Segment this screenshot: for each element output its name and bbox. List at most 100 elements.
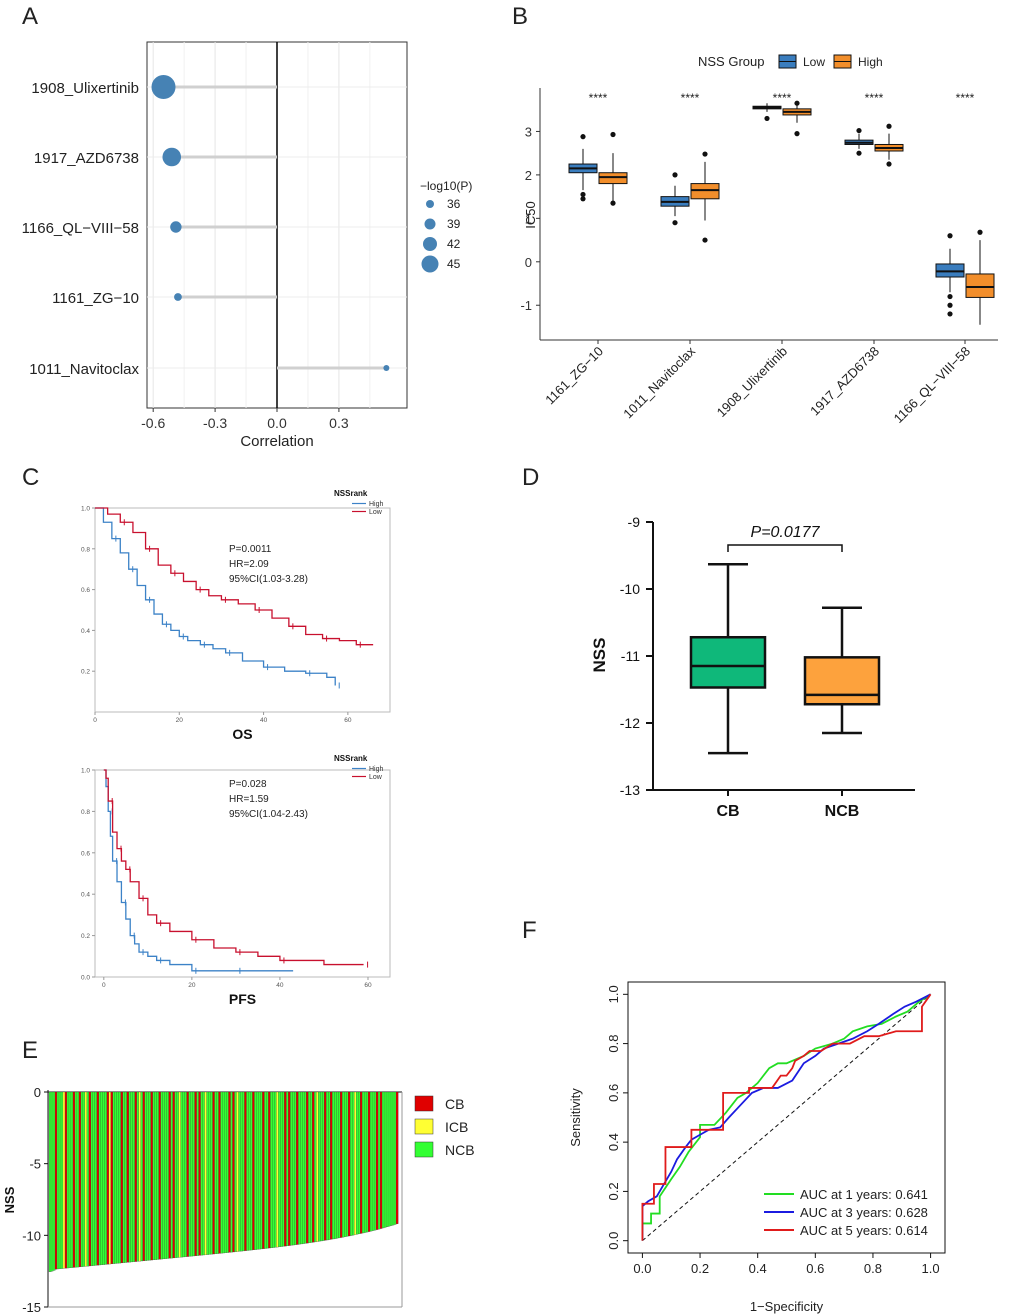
waterfall-bar (264, 1091, 267, 1249)
box-outlier (947, 311, 953, 317)
waterfall-bar (76, 1091, 80, 1268)
box-outlier (702, 151, 708, 157)
y-axis-title: Sensitivity (568, 1088, 583, 1147)
waterfall-bar (348, 1091, 351, 1237)
box-outlier (672, 220, 678, 226)
legend-key (414, 1095, 434, 1112)
waterfall-bar (355, 1091, 359, 1235)
box-outlier (580, 196, 586, 202)
legend-size-key (423, 237, 437, 251)
waterfall-bar (296, 1091, 299, 1245)
waterfall-bar (276, 1091, 279, 1248)
waterfall-bar (387, 1091, 391, 1227)
y-tick-label: 0.0 (81, 975, 90, 982)
legend-size-key (421, 255, 439, 273)
waterfall-bar (222, 1091, 225, 1254)
category-label: 1166_QL−VIII−58 (22, 220, 139, 237)
y-tick-label: -10 (22, 1228, 41, 1243)
waterfall-bar (176, 1091, 179, 1258)
box-outlier (856, 127, 862, 134)
x-tick-label: 20 (188, 982, 196, 989)
waterfall-bar (389, 1091, 393, 1226)
legend-label: High (858, 55, 883, 69)
significance-label: **** (773, 91, 792, 105)
waterfall-bar (354, 1091, 357, 1235)
waterfall-bar (236, 1091, 239, 1252)
waterfall-bar (90, 1091, 94, 1266)
y-tick-label: -12 (620, 715, 640, 731)
legend-title: −log10(P) (420, 179, 472, 193)
y-tick-label: 1.0 (606, 985, 621, 1003)
survival-curve (95, 507, 336, 686)
category-label: 1917_AZD6738 (34, 150, 139, 167)
waterfall-bar (357, 1091, 361, 1235)
box-outlier (610, 200, 616, 206)
km-survival-chart: 0.0 0.2 0.4 0.6 0.8 1.0 0 20 40 60 PFS NSSrankHighL… (81, 754, 391, 1007)
legend-title: NSS Group (698, 54, 764, 69)
waterfall-bar (324, 1091, 327, 1241)
y-tick-label: -11 (621, 648, 640, 664)
y-tick-label: 0.6 (81, 850, 90, 857)
waterfall-bar (128, 1091, 132, 1263)
x-tick-label: -0.3 (203, 415, 227, 431)
waterfall-bar (52, 1091, 56, 1271)
waterfall-bar (260, 1091, 263, 1250)
legend-label: High (369, 501, 384, 508)
significance-bracket (727, 544, 843, 552)
waterfall-bar (138, 1091, 142, 1262)
box-outlier (886, 123, 892, 129)
waterfall-bar (286, 1091, 289, 1246)
waterfall-bar (391, 1091, 395, 1226)
significance-label: **** (956, 91, 975, 105)
waterfall-bar (242, 1091, 245, 1252)
waterfall-bar (240, 1091, 243, 1252)
panel-label: A (22, 3, 38, 30)
waterfall-bar (212, 1091, 215, 1255)
waterfall-bar (124, 1091, 128, 1263)
box-body (689, 635, 767, 689)
panel-d-boxplot-chart: -13 -12 -11 -10 -9 NSS CB NCB P=0.0177 (590, 514, 915, 820)
box-body (690, 183, 720, 200)
x-tick-label: 1.0 (922, 1261, 940, 1276)
waterfall-bar (194, 1091, 197, 1256)
x-tick-label: 60 (344, 717, 352, 724)
waterfall-bar (308, 1091, 311, 1243)
x-tick-label: 0.0 (267, 415, 287, 431)
waterfall-bar (58, 1091, 62, 1269)
legend-label: Low (803, 55, 825, 69)
panel-label: C (22, 464, 39, 491)
y-tick-label: 0.6 (81, 587, 90, 594)
waterfall-bar (254, 1091, 257, 1250)
y-tick-label: 0.4 (81, 628, 90, 635)
y-tick-label: 0.4 (81, 892, 90, 899)
waterfall-bar (114, 1091, 118, 1264)
stats-annotation: HR=2.09 (229, 559, 269, 570)
waterfall-bar (156, 1091, 160, 1260)
waterfall-bar (196, 1091, 199, 1256)
x-tick-label: 0.4 (749, 1261, 767, 1276)
legend-label: 42 (447, 237, 461, 251)
panel-label: D (522, 464, 539, 491)
waterfall-bar (174, 1091, 177, 1258)
waterfall-bar (284, 1091, 287, 1247)
waterfall-bar (184, 1091, 187, 1257)
waterfall-bar (369, 1091, 373, 1232)
waterfall-bar (216, 1091, 219, 1254)
panel-b-boxplot-chart: -1 0 1 2 3 IC50 **** 1161_ZG−10 **** 1011_Navitoc… (520, 54, 998, 426)
stats-annotation: HR=1.59 (229, 794, 269, 805)
y-tick-label: 0 (525, 255, 532, 270)
waterfall-bar (350, 1091, 353, 1236)
x-axis-title: Correlation (240, 433, 313, 450)
legend-label: NCB (445, 1142, 475, 1158)
waterfall-bar (290, 1091, 293, 1246)
y-axis-title: NSS (590, 638, 609, 673)
box-body (965, 273, 995, 298)
waterfall-bar (258, 1091, 261, 1250)
waterfall-bar (338, 1091, 341, 1239)
y-tick-label: 0.0 (606, 1232, 621, 1250)
x-tick-label: 1917_AZD6738 (807, 344, 882, 419)
box-outlier (794, 100, 800, 106)
waterfall-bar (244, 1091, 247, 1251)
waterfall-bar (190, 1091, 193, 1257)
box-outlier (794, 131, 800, 137)
